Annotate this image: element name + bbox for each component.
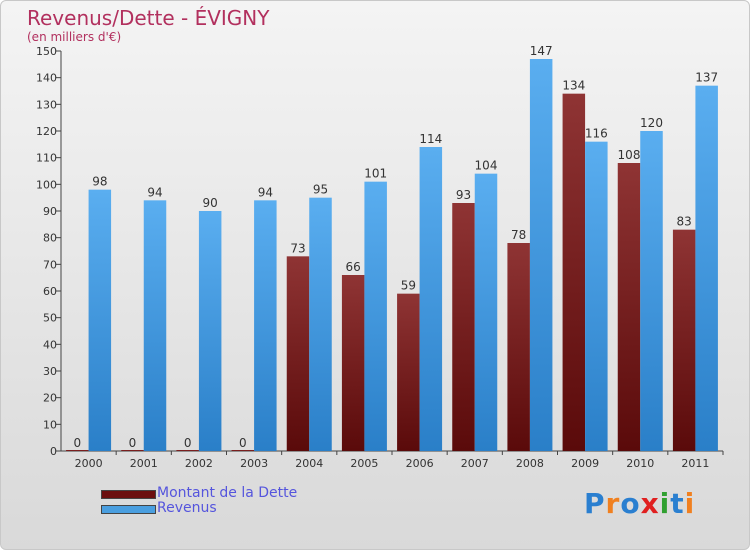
debt-bar bbox=[397, 293, 420, 451]
x-tick-label: 2009 bbox=[571, 457, 599, 470]
debt-bar bbox=[562, 93, 586, 452]
bar-chart: 0 10 20 30 40 50 60 70 80 90 100 110 120 130 140 150 200… bbox=[36, 44, 724, 470]
debt-bar bbox=[231, 450, 255, 451]
x-tick-label: 2006 bbox=[406, 457, 434, 470]
revenus-bar bbox=[529, 59, 553, 451]
chart-bars bbox=[66, 59, 718, 452]
y-tick-label: 100 bbox=[36, 178, 57, 191]
data-label: 0 bbox=[239, 436, 247, 450]
x-tick-label: 2005 bbox=[350, 457, 378, 470]
x-tick-label: 2000 bbox=[75, 457, 103, 470]
data-label: 73 bbox=[290, 241, 305, 255]
data-label: 0 bbox=[129, 436, 137, 450]
revenus-bar bbox=[198, 211, 222, 451]
y-tick-label: 150 bbox=[36, 45, 57, 58]
logo-letter: i bbox=[659, 487, 671, 520]
debt-bar bbox=[452, 203, 475, 451]
data-label: 94 bbox=[258, 185, 273, 199]
y-tick-label: 90 bbox=[43, 205, 57, 218]
logo-letter: r bbox=[605, 487, 621, 520]
y-tick-label: 10 bbox=[43, 418, 57, 431]
debt-bar bbox=[341, 275, 365, 451]
debt-bar bbox=[672, 229, 696, 451]
data-label: 137 bbox=[695, 71, 718, 85]
revenus-bar bbox=[419, 147, 443, 451]
data-label: 114 bbox=[419, 132, 442, 146]
chart-axes: 0 10 20 30 40 50 60 70 80 90 100 110 120 130 140 150 200… bbox=[36, 45, 724, 470]
data-label: 59 bbox=[401, 279, 416, 293]
y-tick-label: 0 bbox=[50, 445, 57, 458]
y-tick-label: 20 bbox=[43, 392, 57, 405]
revenus-bar bbox=[585, 141, 608, 451]
debt-bar bbox=[176, 450, 199, 451]
data-label: 116 bbox=[585, 127, 608, 141]
data-label: 108 bbox=[618, 148, 641, 162]
logo-letter: t bbox=[670, 487, 685, 520]
logo-letter: P bbox=[584, 487, 606, 520]
chart-data-labels: 0 0 0 0 73 66 59 93 78 134 108 83 98 94 90 94 95 101 114 10… bbox=[74, 44, 719, 450]
revenus-bar bbox=[254, 200, 277, 451]
data-label: 83 bbox=[677, 215, 692, 229]
revenus-bar bbox=[364, 181, 387, 451]
y-tick-label: 40 bbox=[43, 338, 57, 351]
revenus-bar bbox=[474, 173, 498, 451]
data-label: 98 bbox=[92, 175, 107, 189]
x-tick-label: 2002 bbox=[185, 457, 213, 470]
y-tick-label: 130 bbox=[36, 98, 57, 111]
data-label: 134 bbox=[562, 79, 585, 93]
data-label: 66 bbox=[346, 260, 361, 274]
debt-bar bbox=[286, 256, 310, 451]
proxiti-logo: Proxiti bbox=[584, 487, 695, 520]
y-tick-label: 110 bbox=[36, 152, 57, 165]
data-label: 120 bbox=[640, 116, 663, 130]
y-tick-label: 50 bbox=[43, 312, 57, 325]
debt-bar bbox=[617, 163, 641, 451]
x-tick-label: 2010 bbox=[626, 457, 654, 470]
debt-bar bbox=[507, 243, 530, 451]
data-label: 147 bbox=[530, 44, 553, 58]
logo-letter: i bbox=[684, 487, 696, 520]
legend-label-debt: Montant de la Dette bbox=[157, 485, 298, 501]
x-tick-label: 2001 bbox=[130, 457, 158, 470]
data-label: 78 bbox=[511, 228, 526, 242]
legend-swatch-debt bbox=[101, 490, 156, 499]
legend-swatch-revenus bbox=[101, 505, 156, 514]
data-label: 95 bbox=[313, 183, 328, 197]
revenus-bar bbox=[640, 131, 663, 451]
chart-title: Revenus/Dette - ÉVIGNY bbox=[27, 6, 270, 30]
data-label: 0 bbox=[184, 436, 192, 450]
logo-letter: x bbox=[640, 487, 660, 520]
x-tick-label: 2007 bbox=[461, 457, 489, 470]
logo-letter: o bbox=[620, 487, 641, 520]
y-tick-label: 120 bbox=[36, 125, 57, 138]
chart-subtitle: (en milliers d'€) bbox=[27, 30, 122, 44]
x-tick-label: 2004 bbox=[295, 457, 323, 470]
debt-bar bbox=[66, 450, 89, 451]
y-tick-label: 140 bbox=[36, 72, 57, 85]
revenus-bar bbox=[309, 197, 332, 451]
data-label: 90 bbox=[203, 196, 218, 210]
data-label: 0 bbox=[74, 436, 82, 450]
y-tick-label: 80 bbox=[43, 232, 57, 245]
data-label: 101 bbox=[364, 167, 387, 181]
data-label: 104 bbox=[475, 159, 498, 173]
revenus-bar bbox=[88, 189, 112, 451]
x-tick-label: 2008 bbox=[516, 457, 544, 470]
data-label: 94 bbox=[147, 185, 162, 199]
revenus-bar bbox=[143, 200, 167, 451]
data-label: 93 bbox=[456, 188, 471, 202]
x-tick-label: 2003 bbox=[240, 457, 268, 470]
revenus-bar bbox=[695, 85, 718, 452]
y-tick-label: 30 bbox=[43, 365, 57, 378]
legend-label-revenus: Revenus bbox=[157, 500, 217, 516]
debt-bar bbox=[121, 450, 144, 451]
y-tick-label: 60 bbox=[43, 285, 57, 298]
x-tick-label: 2011 bbox=[681, 457, 709, 470]
y-tick-label: 70 bbox=[43, 258, 57, 271]
